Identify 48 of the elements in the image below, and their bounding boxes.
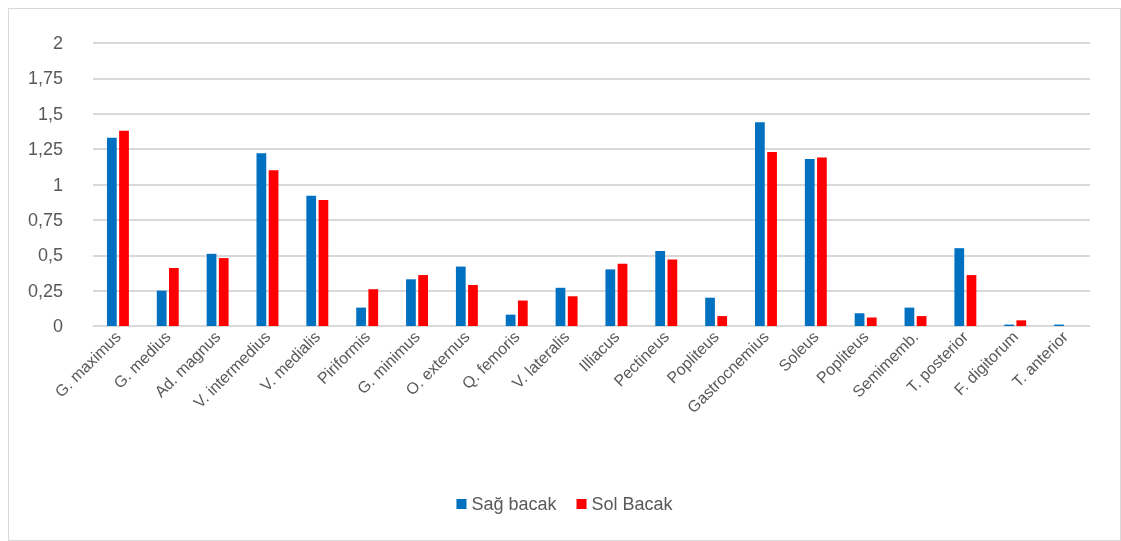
bar [206, 253, 217, 326]
bar [455, 266, 466, 326]
y-tick-label: 0,25 [27, 280, 63, 301]
bar [468, 284, 478, 326]
bar [866, 317, 877, 326]
y-tick-label: 0 [52, 316, 63, 336]
bar [306, 195, 317, 326]
bar [1016, 320, 1027, 326]
bar [517, 300, 528, 326]
bar [605, 269, 616, 326]
bar [555, 287, 566, 326]
bar [854, 313, 865, 326]
y-tick-label: 0,75 [27, 209, 63, 230]
y-tick-label: 1,75 [27, 68, 63, 89]
y-tick-label: 1,25 [27, 139, 63, 160]
bar [505, 314, 516, 326]
legend-label: Sol Bacak [591, 494, 674, 514]
bar [119, 130, 129, 326]
bar [218, 258, 229, 326]
bar [755, 122, 765, 326]
bar [406, 279, 416, 326]
bar [817, 157, 827, 326]
bar [106, 137, 117, 326]
bar [717, 316, 728, 326]
y-tick-label: 1 [52, 174, 63, 195]
bar [168, 267, 179, 326]
bar [904, 307, 915, 326]
y-tick-label: 1,5 [37, 103, 63, 124]
bar [767, 151, 777, 326]
legend-label: Sağ bacak [471, 494, 558, 514]
bar [318, 200, 329, 326]
y-tick-label: 2 [52, 33, 63, 53]
bar [418, 275, 428, 326]
bar [954, 248, 965, 326]
bar [356, 307, 366, 326]
y-tick-label: 0,5 [37, 245, 63, 266]
bar [705, 297, 715, 326]
bar [617, 263, 628, 326]
bar [368, 289, 379, 326]
bar [256, 153, 267, 326]
bar [655, 251, 666, 326]
bar [667, 259, 678, 326]
bar [567, 296, 578, 326]
bar [916, 316, 927, 326]
bar [268, 170, 279, 326]
bar [966, 275, 977, 326]
bar [804, 159, 815, 326]
bar [156, 290, 167, 326]
